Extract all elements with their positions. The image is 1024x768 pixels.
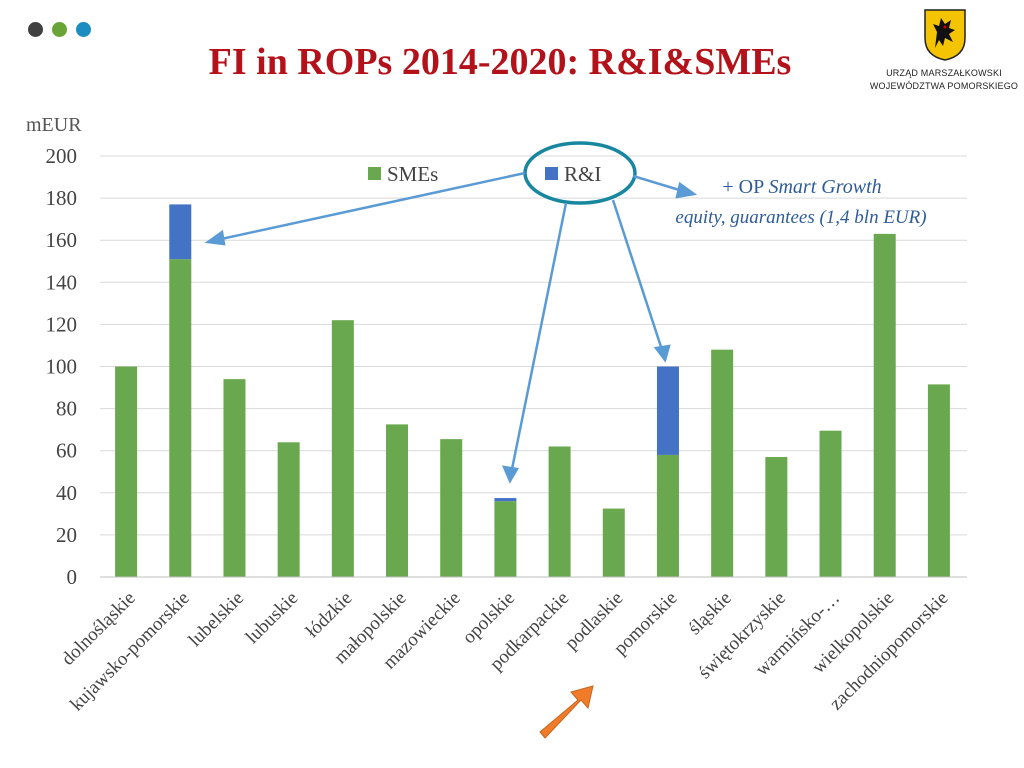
bar-smes-2 bbox=[223, 379, 246, 577]
dot-2 bbox=[52, 22, 67, 37]
annotation-line-1: + OP Smart Growth bbox=[722, 176, 881, 198]
arrow-head bbox=[653, 344, 671, 363]
bar-smes-10 bbox=[656, 454, 679, 577]
arrow-head bbox=[501, 465, 520, 484]
arrow-head bbox=[675, 181, 698, 199]
y-tick-label: 20 bbox=[56, 523, 77, 547]
arrow-head bbox=[204, 229, 226, 246]
y-axis-label: mEUR bbox=[26, 114, 82, 136]
bar-smes-11 bbox=[711, 349, 734, 577]
bar-ri-1 bbox=[169, 204, 192, 260]
bar-smes-4 bbox=[331, 320, 354, 577]
y-tick-label: 80 bbox=[56, 397, 77, 421]
griffin-shield-icon bbox=[924, 9, 966, 61]
dot-3 bbox=[76, 22, 91, 37]
y-tick-label: 200 bbox=[46, 144, 78, 168]
orange-arrow-icon bbox=[539, 685, 594, 739]
y-tick-label: 40 bbox=[56, 481, 77, 505]
bar-smes-3 bbox=[277, 442, 300, 577]
y-tick-label: 180 bbox=[46, 186, 78, 210]
y-tick-label: 60 bbox=[56, 439, 77, 463]
annotation-prefix: + OP bbox=[722, 176, 768, 198]
bar-smes-15 bbox=[927, 384, 950, 577]
bar-smes-5 bbox=[386, 424, 409, 577]
bar-smes-12 bbox=[765, 457, 788, 577]
annotation-line-2: equity, guarantees (1,4 bln EUR) bbox=[675, 207, 926, 228]
bar-smes-14 bbox=[873, 233, 896, 577]
y-tick-label: 160 bbox=[46, 228, 78, 252]
callout-arrows bbox=[204, 171, 698, 484]
legend-swatch-ri bbox=[545, 167, 558, 180]
bar-smes-9 bbox=[602, 508, 625, 577]
legend-label-smes: SMEs bbox=[387, 162, 438, 186]
bar-smes-8 bbox=[548, 446, 571, 577]
x-tick-label: lubuskie bbox=[242, 588, 302, 648]
y-tick-label: 140 bbox=[46, 270, 78, 294]
legend-swatch-smes bbox=[368, 167, 381, 180]
bar-smes-7 bbox=[494, 501, 517, 577]
y-tick-label: 0 bbox=[67, 565, 78, 589]
y-tick-label: 100 bbox=[46, 355, 78, 379]
page-title: FI in ROPs 2014-2020: R&I&SMEs bbox=[208, 41, 792, 83]
logo-line-2: WOJEWÓDZTWA POMORSKIEGO bbox=[869, 81, 1019, 91]
dot-1 bbox=[28, 22, 43, 37]
x-tick-label: śląskie bbox=[684, 588, 735, 639]
x-tick-label: lubelskie bbox=[185, 588, 248, 651]
bar-smes-13 bbox=[819, 430, 842, 577]
annotation-op-name: Smart Growth bbox=[768, 176, 881, 198]
bar-ri-10 bbox=[656, 366, 679, 455]
bar-smes-1 bbox=[169, 259, 192, 577]
y-tick-label: 120 bbox=[46, 312, 78, 336]
bar-smes-6 bbox=[440, 439, 463, 577]
legend-label-ri: R&I bbox=[564, 162, 601, 186]
bar-smes-0 bbox=[115, 366, 138, 577]
logo: URZĄD MARSZAŁKOWSKI WOJEWÓDZTWA POMORSKI… bbox=[868, 8, 1020, 98]
logo-line-1: URZĄD MARSZAŁKOWSKI bbox=[886, 68, 1002, 78]
bar-ri-7 bbox=[494, 498, 517, 502]
